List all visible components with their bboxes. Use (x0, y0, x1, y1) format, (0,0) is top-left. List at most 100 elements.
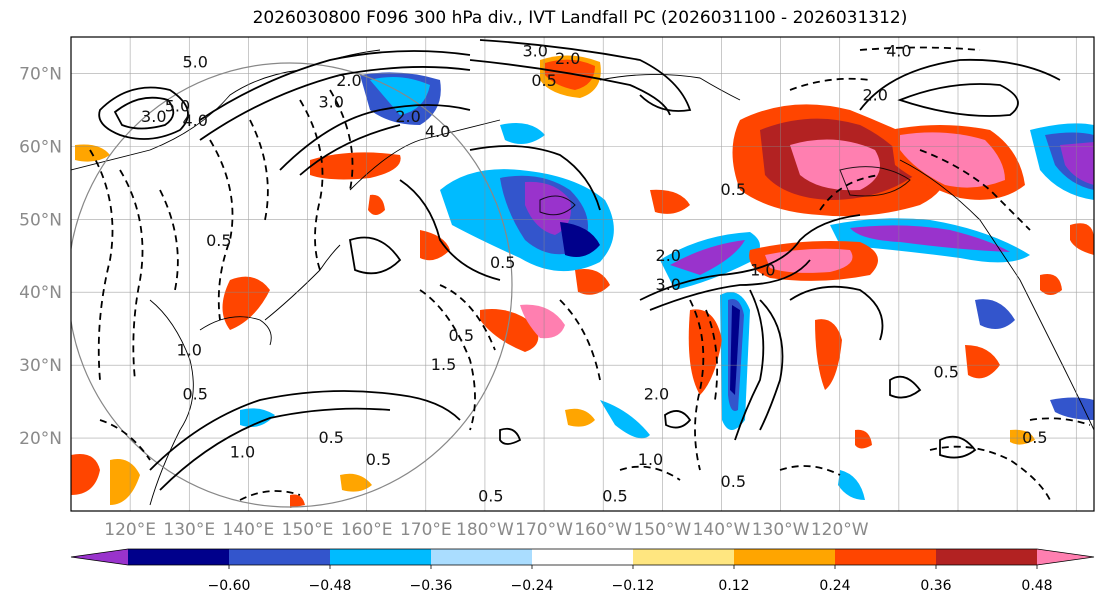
contour-label: 0.5 (933, 362, 958, 381)
div-positive-region (965, 345, 1000, 379)
div-positive-region (650, 189, 690, 214)
colorbar-segment (835, 549, 937, 565)
longitude-label: 130°W (752, 520, 810, 540)
contour-label: 4.0 (886, 42, 911, 61)
contour-label: 2.0 (644, 384, 669, 403)
ivt-contours (89, 39, 1091, 501)
contour-labels: 5.03.05.04.03.02.03.0 2.00.54.02.04.02.00… (141, 42, 1048, 506)
contour-label: 0.5 (602, 486, 627, 505)
colorbar-tick-label: 0.24 (819, 578, 850, 594)
div-positive-region (815, 319, 842, 390)
div-positive-region (368, 194, 385, 215)
div-positive-region (575, 269, 610, 295)
contour-label: 0.5 (490, 253, 515, 272)
div-negative-region (600, 400, 650, 439)
contour-label: 0.5 (721, 472, 746, 491)
contour-label: 0.5 (478, 486, 503, 505)
div-positive-region (340, 473, 372, 492)
longitude-label: 120°W (811, 520, 869, 540)
contour-label: 0.5 (206, 231, 231, 250)
colorbar-segment (532, 549, 634, 565)
contour-label: 3.0 (656, 275, 681, 294)
contour-label: 3.0 (318, 93, 343, 112)
colorbar-tick-label: −0.60 (208, 578, 251, 594)
div-negative-region (1050, 397, 1094, 420)
latitude-label: 70°N (19, 64, 62, 84)
latitude-labels: 70°N 60°N 50°N 40°N 30°N 20°N (19, 64, 62, 449)
contour-label: 0.5 (182, 384, 207, 403)
div-positive-region (688, 309, 722, 395)
div-positive-region (545, 59, 595, 90)
div-negative-region (1060, 142, 1094, 185)
contour-label: 1.0 (638, 450, 663, 469)
contour-label: 3.0 (522, 42, 547, 61)
div-negative-region (500, 122, 545, 144)
div-negative-region (240, 408, 275, 428)
div-positive-region (310, 152, 401, 180)
longitude-label: 170°E (400, 520, 452, 540)
div-positive-region (420, 230, 450, 261)
contour-label: 4.0 (182, 111, 207, 130)
longitude-labels: 120°E 130°E 140°E 150°E 160°E 170°E 180°W 170°W… (104, 520, 869, 540)
contour-label: 0.5 (531, 71, 556, 90)
colorbar-tick-label: 0.12 (718, 578, 749, 594)
div-positive-region (1040, 274, 1062, 295)
div-negative-region (850, 225, 1010, 252)
contour-label: 4.0 (425, 122, 450, 141)
longitude-label: 160°E (341, 520, 393, 540)
colorbar-extend-min (71, 549, 128, 565)
div-positive-region (71, 454, 100, 495)
longitude-label: 160°W (574, 520, 632, 540)
contour-label: 2.0 (555, 49, 580, 68)
contour-label: 0.5 (1022, 428, 1047, 447)
contour-label: 3.0 (141, 107, 166, 126)
contour-label: 1.0 (750, 260, 775, 279)
colorbar-tick-label: −0.24 (511, 578, 554, 594)
latitude-label: 20°N (19, 429, 62, 449)
contour-label: 0.5 (318, 428, 343, 447)
div-negative-region (670, 240, 745, 275)
contour-label: 0.5 (449, 326, 474, 345)
contour-label: 2.0 (656, 246, 681, 265)
latitude-label: 40°N (19, 283, 62, 303)
div-negative-region (838, 470, 865, 500)
colorbar: −0.60 −0.48 −0.36 −0.24 −0.12 0.12 0.24 0.36 0.4… (70, 548, 1095, 594)
longitude-label: 180°W (456, 520, 514, 540)
colorbar-segment (330, 549, 432, 565)
div-negative-region (525, 181, 571, 235)
map-frame (70, 36, 1095, 512)
contour-label: 1.0 (177, 341, 202, 360)
latitude-label: 30°N (19, 356, 62, 376)
contour-label: 5.0 (165, 96, 190, 115)
landfall-region-circle (71, 62, 513, 508)
div-positive-region (855, 429, 872, 449)
colorbar-tick-label: 0.36 (920, 578, 951, 594)
longitude-label: 120°E (104, 520, 156, 540)
divergence-shading (71, 55, 1094, 508)
longitude-label: 170°W (515, 520, 573, 540)
div-positive-region (290, 494, 305, 508)
colorbar-segment (431, 549, 533, 565)
div-negative-region (560, 222, 600, 258)
colorbar-extend-max (1037, 549, 1094, 565)
colorbar-segment (128, 549, 230, 565)
contour-label: 1.5 (431, 355, 456, 374)
contour-label: 0.5 (721, 180, 746, 199)
contour-label: 1.0 (230, 443, 255, 462)
colorbar-tick-label: −0.12 (612, 578, 655, 594)
colorbar-segment (936, 549, 1038, 565)
longitude-label: 150°W (633, 520, 691, 540)
contour-label: 5.0 (182, 53, 207, 72)
div-positive-region (1010, 429, 1035, 445)
colorbar-segment (229, 549, 331, 565)
colorbar-tick-label: −0.48 (309, 578, 352, 594)
colorbar-tick-label: −0.36 (410, 578, 453, 594)
longitude-label: 150°E (282, 520, 334, 540)
colorbar-tick-label: 0.48 (1021, 578, 1052, 594)
div-negative-region (975, 299, 1015, 329)
latitude-label: 60°N (19, 137, 62, 157)
longitude-label: 140°W (693, 520, 751, 540)
div-positive-region (565, 408, 595, 427)
div-positive-region (480, 309, 539, 352)
